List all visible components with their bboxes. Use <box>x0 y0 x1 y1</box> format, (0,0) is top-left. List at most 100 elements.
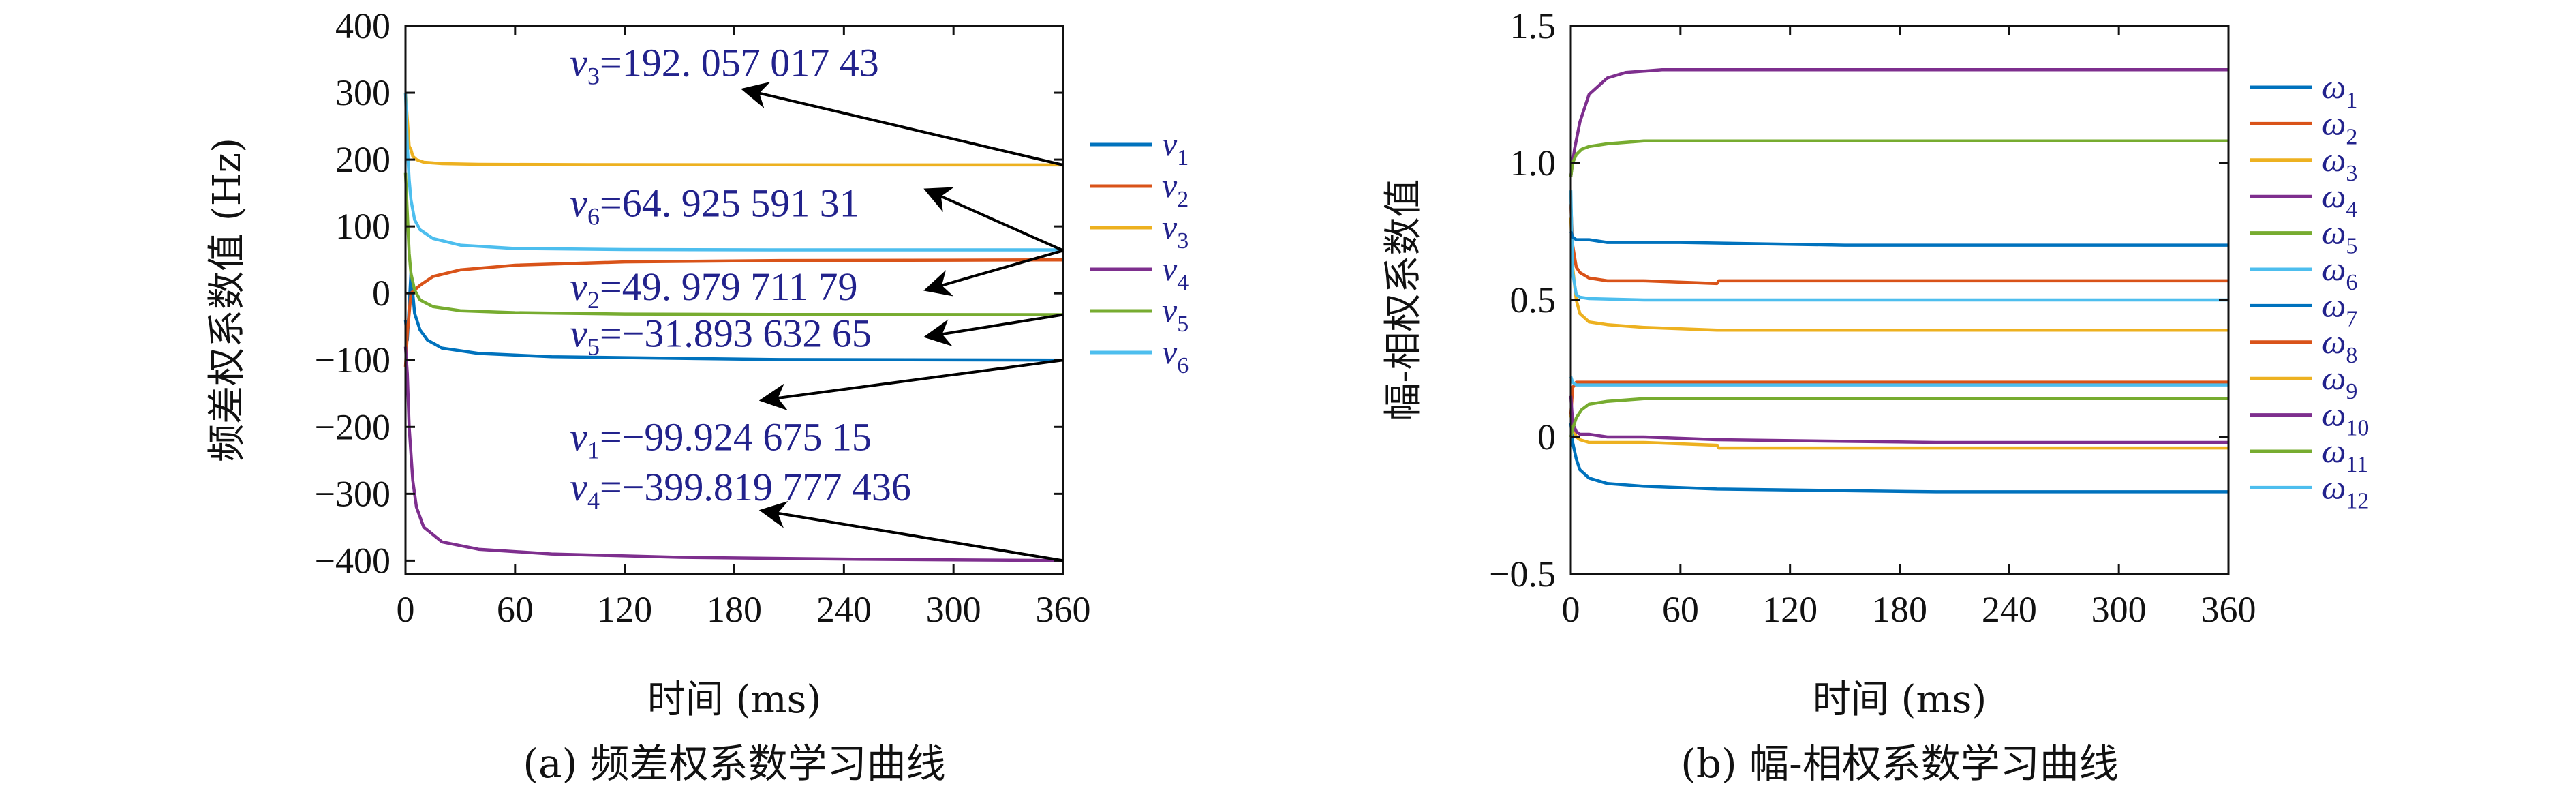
annotation-subscript: 6 <box>587 202 600 230</box>
series-line-0-5 <box>403 172 1064 316</box>
series-line-1-9 <box>1569 414 2228 450</box>
x-tick-label: 300 <box>2091 589 2147 630</box>
x-axis-label: 时间 (ms) <box>647 678 821 722</box>
chart-a: 0 60 120 180 240 300 360 400 300 200 100 0 −100 −200 −… <box>205 5 1189 787</box>
legend-entry-symbol: ω <box>2322 322 2346 361</box>
legend-entry-symbol: v <box>1162 291 1178 329</box>
legend-entry-symbol: ω <box>2322 395 2346 434</box>
legend-entry-symbol: ω <box>2322 286 2346 324</box>
series-line-1-10 <box>1569 395 2228 444</box>
legend-entry-symbol: ω <box>2322 359 2346 397</box>
legend-entry-subscript: 4 <box>1177 270 1189 295</box>
y-tick-label: −100 <box>315 340 390 380</box>
annotation-value: =−399.819 777 436 <box>600 465 911 509</box>
annotation-symbol: v <box>570 265 587 309</box>
chart-caption: (a) 频差权系数学习曲线 <box>523 740 945 787</box>
legend-entry-subscript: 4 <box>2346 197 2357 222</box>
legend-entry-symbol: ω <box>2322 468 2346 506</box>
series-line-1-4 <box>1569 68 2228 177</box>
y-tick-label: −200 <box>315 406 390 447</box>
legend-entry: v4 <box>1162 250 1189 295</box>
series-line-1-2 <box>1569 204 2228 286</box>
legend-entry: ω12 <box>2322 468 2369 513</box>
legend-entry-subscript: 5 <box>2346 234 2357 259</box>
series-line-0-4 <box>403 346 1064 562</box>
legend-entry-symbol: ω <box>2322 104 2346 142</box>
legend-entry-subscript: 1 <box>2346 88 2357 113</box>
chart-caption: (b) 幅-相权系数学习曲线 <box>1681 740 2118 787</box>
x-tick-label: 120 <box>597 589 652 630</box>
x-tick-label: 180 <box>1872 589 1927 630</box>
legend-entry-subscript: 2 <box>2346 124 2357 149</box>
annotation-subscript: 4 <box>587 487 600 514</box>
legend-entry-symbol: ω <box>2322 140 2346 179</box>
y-tick-label: 1.5 <box>1510 5 1557 46</box>
legend-entry: ω3 <box>2322 140 2357 186</box>
x-axis-label: 时间 (ms) <box>1813 678 1987 722</box>
legend-entry: ω7 <box>2322 286 2357 331</box>
annotation-subscript: 5 <box>587 333 600 361</box>
series-line-1-11 <box>1569 397 2228 438</box>
x-tick-label: 180 <box>707 589 762 630</box>
legend-entry: ω6 <box>2322 250 2357 295</box>
annotation-arrow <box>923 187 1064 252</box>
legend-entry-symbol: ω <box>2322 67 2346 106</box>
annotation-arrow <box>758 501 1064 562</box>
legend-entry-symbol: v <box>1162 125 1178 163</box>
annotation-symbol: v <box>570 415 587 459</box>
legend-entry: v1 <box>1162 125 1189 170</box>
annotation-label: v5=−31.893 632 65 <box>570 312 872 361</box>
y-tick-label: −0.5 <box>1489 554 1556 594</box>
legend-entry: ω8 <box>2322 322 2357 368</box>
annotation-symbol: v <box>570 181 587 225</box>
y-axis-label: 频差权系数值 (Hz) <box>205 138 249 462</box>
legend-entry-subscript: 6 <box>1177 353 1189 378</box>
legend-entry-symbol: v <box>1162 166 1178 205</box>
y-tick-label: 300 <box>335 72 390 113</box>
annotation-label: v6=64. 925 591 31 <box>570 181 859 230</box>
annotation-subscript: 3 <box>587 63 600 90</box>
y-tick-label: 100 <box>335 206 390 247</box>
legend-entry-subscript: 8 <box>2346 343 2357 368</box>
legend-entry: v6 <box>1162 333 1189 378</box>
series-line-1-1 <box>1569 423 2228 494</box>
y-tick-label: 1.0 <box>1510 142 1557 183</box>
annotation-label: v1=−99.924 675 15 <box>570 415 872 464</box>
annotation-label: v2=49. 979 711 79 <box>570 265 857 314</box>
legend-entry: ω5 <box>2322 213 2357 259</box>
legend-entry: ω4 <box>2322 177 2357 222</box>
legend-entry-subscript: 10 <box>2346 416 2369 441</box>
legend-entry: v5 <box>1162 291 1189 337</box>
x-tick-label: 240 <box>816 589 872 630</box>
y-tick-label: 200 <box>335 139 390 180</box>
legend-entry-subscript: 5 <box>1177 312 1189 337</box>
series-line-1-3 <box>1569 217 2228 332</box>
legend-entry: ω2 <box>2322 104 2357 149</box>
annotation-value: =49. 979 711 79 <box>600 265 858 309</box>
x-tick-label: 0 <box>1562 589 1580 630</box>
annotation-value: =64. 925 591 31 <box>600 181 859 225</box>
legend-entry-symbol: ω <box>2322 432 2346 470</box>
series-line-1-8 <box>1569 380 2228 415</box>
legend-entry: v3 <box>1162 208 1189 254</box>
series-line-1-12 <box>1569 376 2228 387</box>
annotation-value: =192. 057 017 43 <box>600 41 879 85</box>
series-line-1-6 <box>1569 190 2228 302</box>
annotation-symbol: v <box>570 465 587 509</box>
legend-entry: ω1 <box>2322 67 2357 113</box>
legend-entry: ω11 <box>2322 432 2368 477</box>
annotation-arrow <box>923 313 1064 346</box>
x-tick-label: 360 <box>2201 589 2256 630</box>
legend-entry-symbol: v <box>1162 208 1178 246</box>
y-tick-label: 0.5 <box>1510 280 1557 320</box>
y-tick-label: −300 <box>315 473 390 514</box>
annotation-arrow <box>923 249 1064 297</box>
x-tick-label: 0 <box>397 589 415 630</box>
annotation-symbol: v <box>570 41 587 85</box>
legend-entry-subscript: 7 <box>2346 306 2357 331</box>
annotation-label: v4=−399.819 777 436 <box>570 465 911 514</box>
annotation-value: =−31.893 632 65 <box>600 312 872 356</box>
annotation-arrow <box>741 81 1064 166</box>
